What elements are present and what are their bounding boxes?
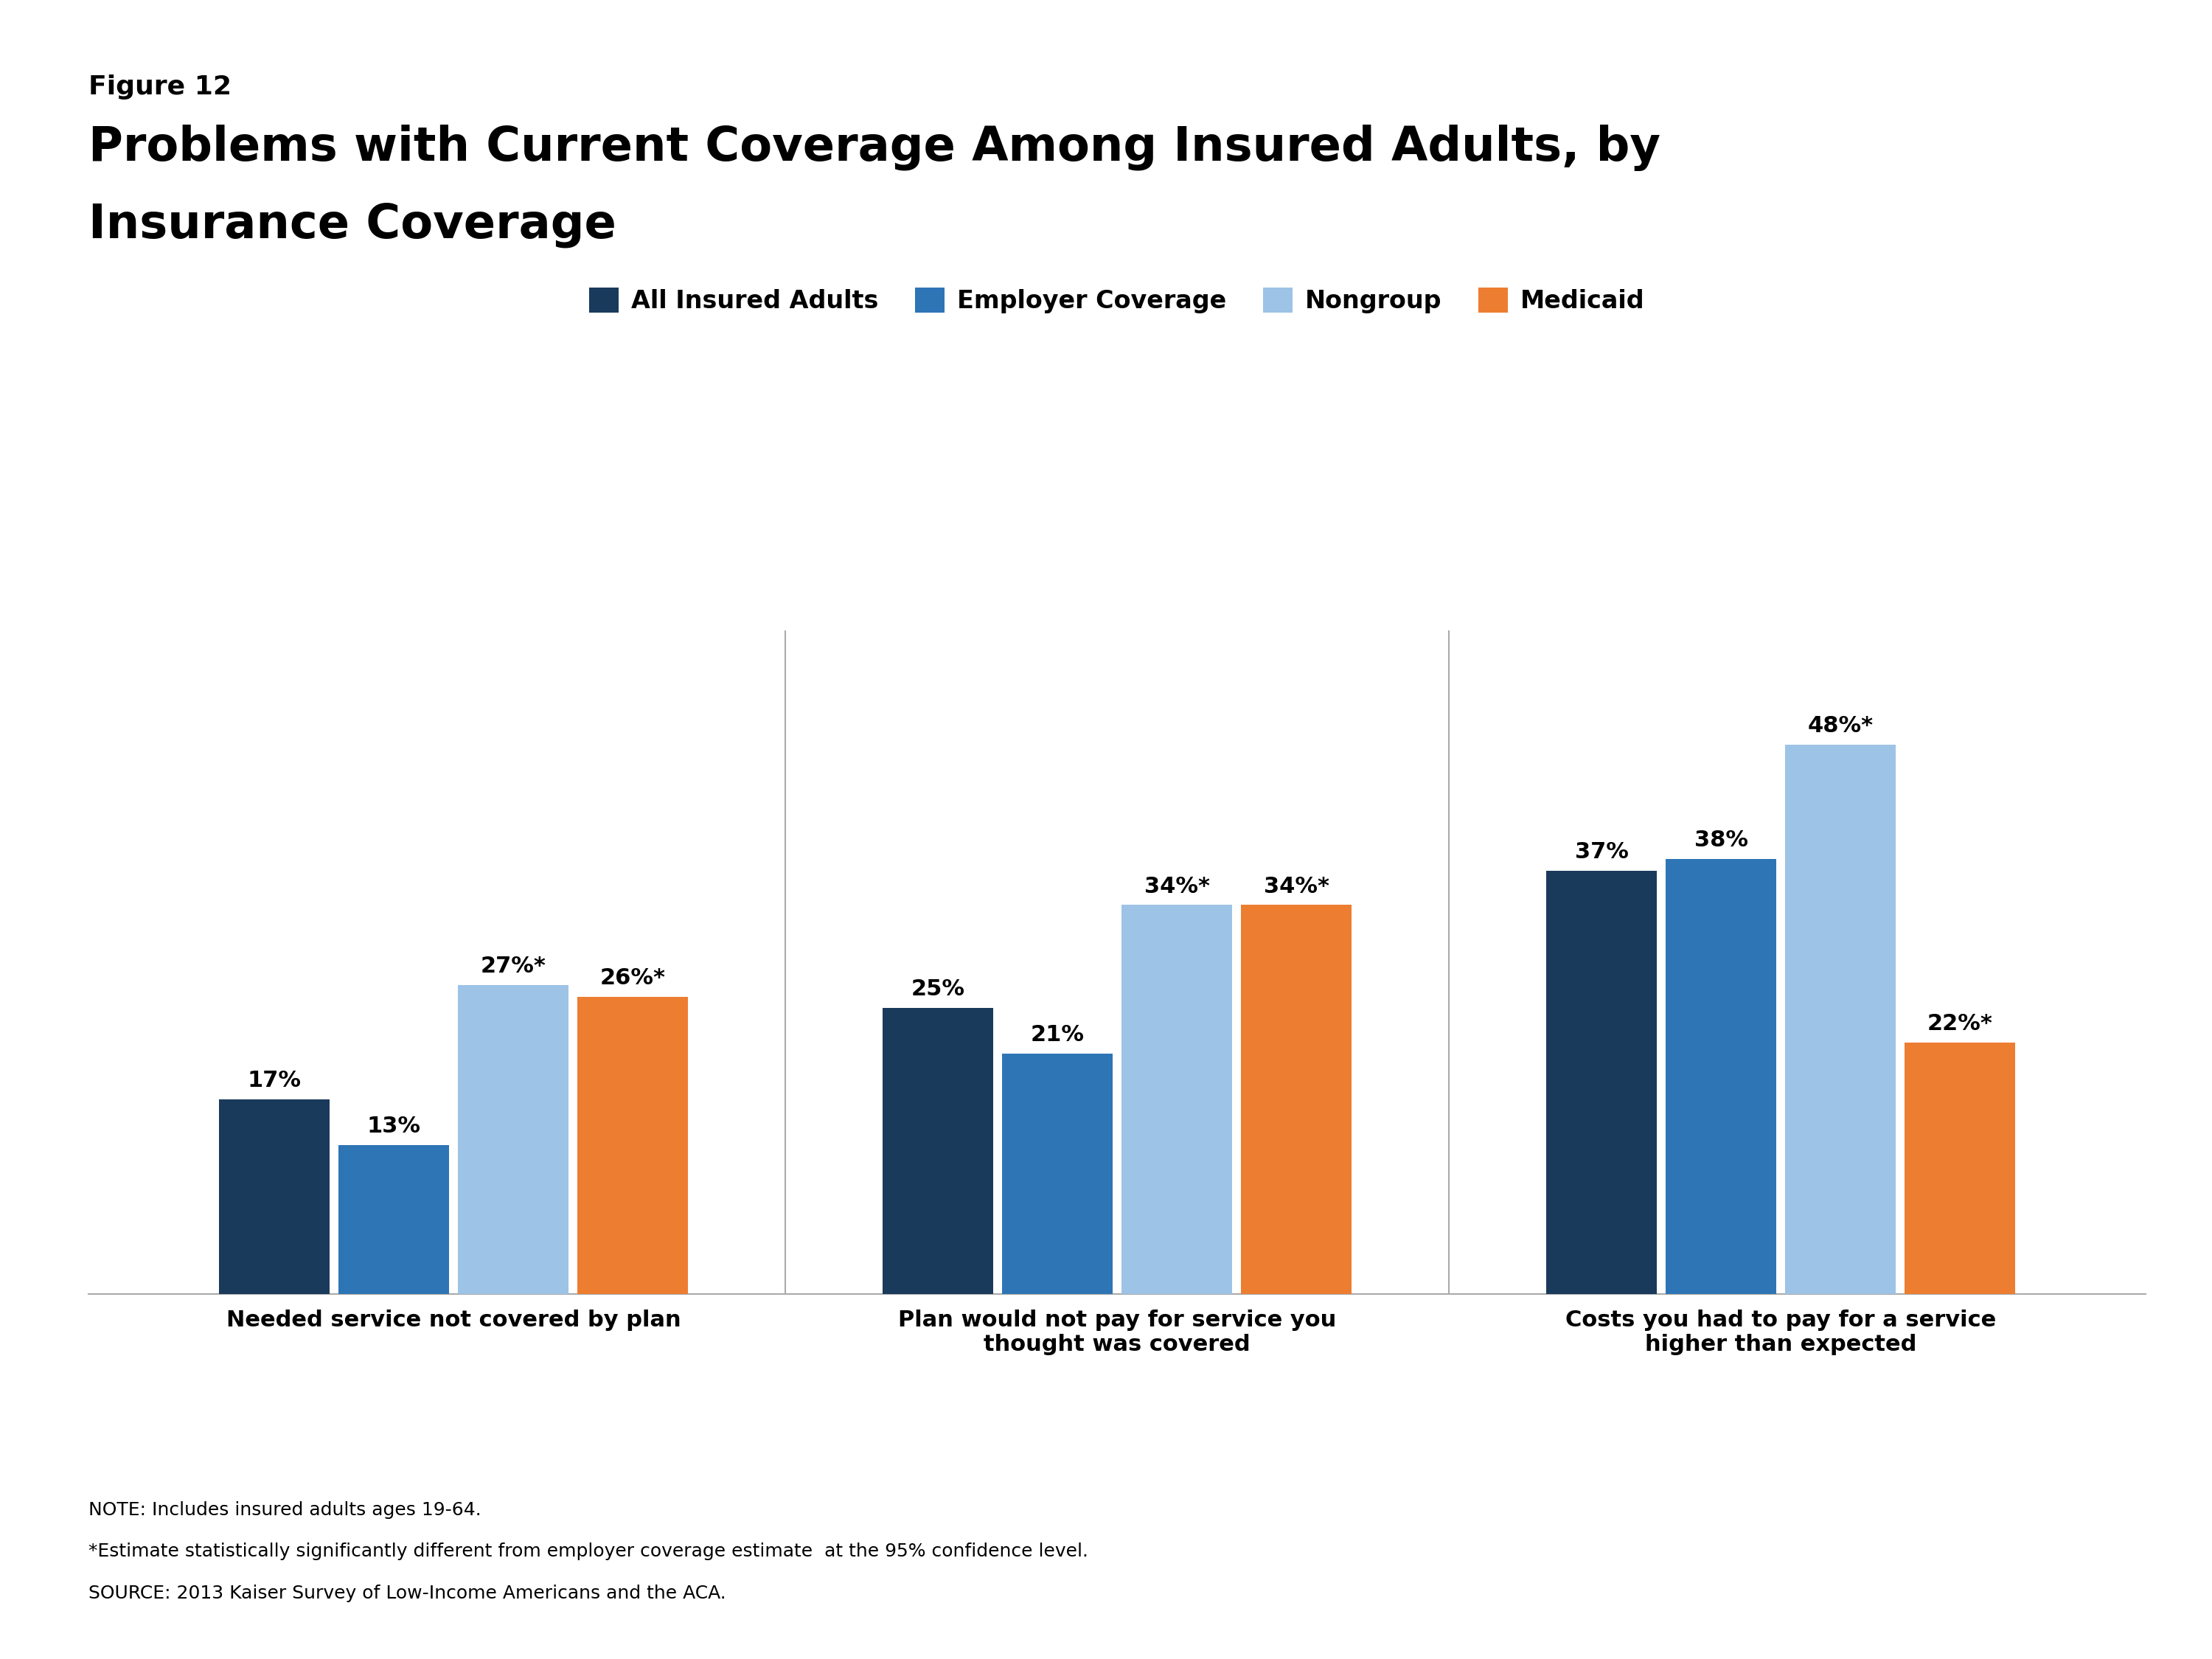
Text: NOTE: Includes insured adults ages 19-64.: NOTE: Includes insured adults ages 19-64… xyxy=(88,1501,482,1520)
Text: 13%: 13% xyxy=(367,1117,420,1138)
Text: *Estimate statistically significantly different from employer coverage estimate : *Estimate statistically significantly di… xyxy=(88,1543,1088,1561)
Text: 34%*: 34%* xyxy=(1263,876,1329,898)
Bar xyxy=(1002,1053,1113,1294)
Text: Figure 12: Figure 12 xyxy=(88,75,232,100)
Text: THE HENRY J.: THE HENRY J. xyxy=(2006,1457,2075,1467)
Text: 21%: 21% xyxy=(1031,1024,1084,1045)
Text: 25%: 25% xyxy=(911,979,964,1000)
Text: 38%: 38% xyxy=(1694,830,1747,851)
Text: FOUNDATION: FOUNDATION xyxy=(2004,1598,2077,1609)
Bar xyxy=(458,985,568,1294)
Bar xyxy=(883,1009,993,1294)
Bar xyxy=(1241,906,1352,1294)
Bar xyxy=(1905,1042,2015,1294)
Text: 37%: 37% xyxy=(1575,841,1628,863)
Text: 26%*: 26%* xyxy=(599,967,666,989)
Text: 22%*: 22%* xyxy=(1927,1014,1993,1034)
Text: SOURCE: 2013 Kaiser Survey of Low-Income Americans and the ACA.: SOURCE: 2013 Kaiser Survey of Low-Income… xyxy=(88,1584,726,1603)
Bar xyxy=(1666,859,1776,1294)
Text: 17%: 17% xyxy=(248,1070,301,1092)
Text: 48%*: 48%* xyxy=(1807,715,1874,737)
Text: KAISER: KAISER xyxy=(1995,1486,2086,1508)
Text: Problems with Current Coverage Among Insured Adults, by: Problems with Current Coverage Among Ins… xyxy=(88,124,1661,171)
Text: FAMILY: FAMILY xyxy=(1997,1535,2084,1556)
Bar xyxy=(1785,745,1896,1294)
Legend: All Insured Adults, Employer Coverage, Nongroup, Medicaid: All Insured Adults, Employer Coverage, N… xyxy=(580,277,1655,324)
Bar xyxy=(1546,871,1657,1294)
Text: 27%*: 27%* xyxy=(480,956,546,977)
Bar xyxy=(219,1100,330,1294)
Text: 34%*: 34%* xyxy=(1144,876,1210,898)
Bar xyxy=(1121,906,1232,1294)
Text: Insurance Coverage: Insurance Coverage xyxy=(88,202,617,249)
Bar xyxy=(338,1145,449,1294)
Bar xyxy=(577,997,688,1294)
